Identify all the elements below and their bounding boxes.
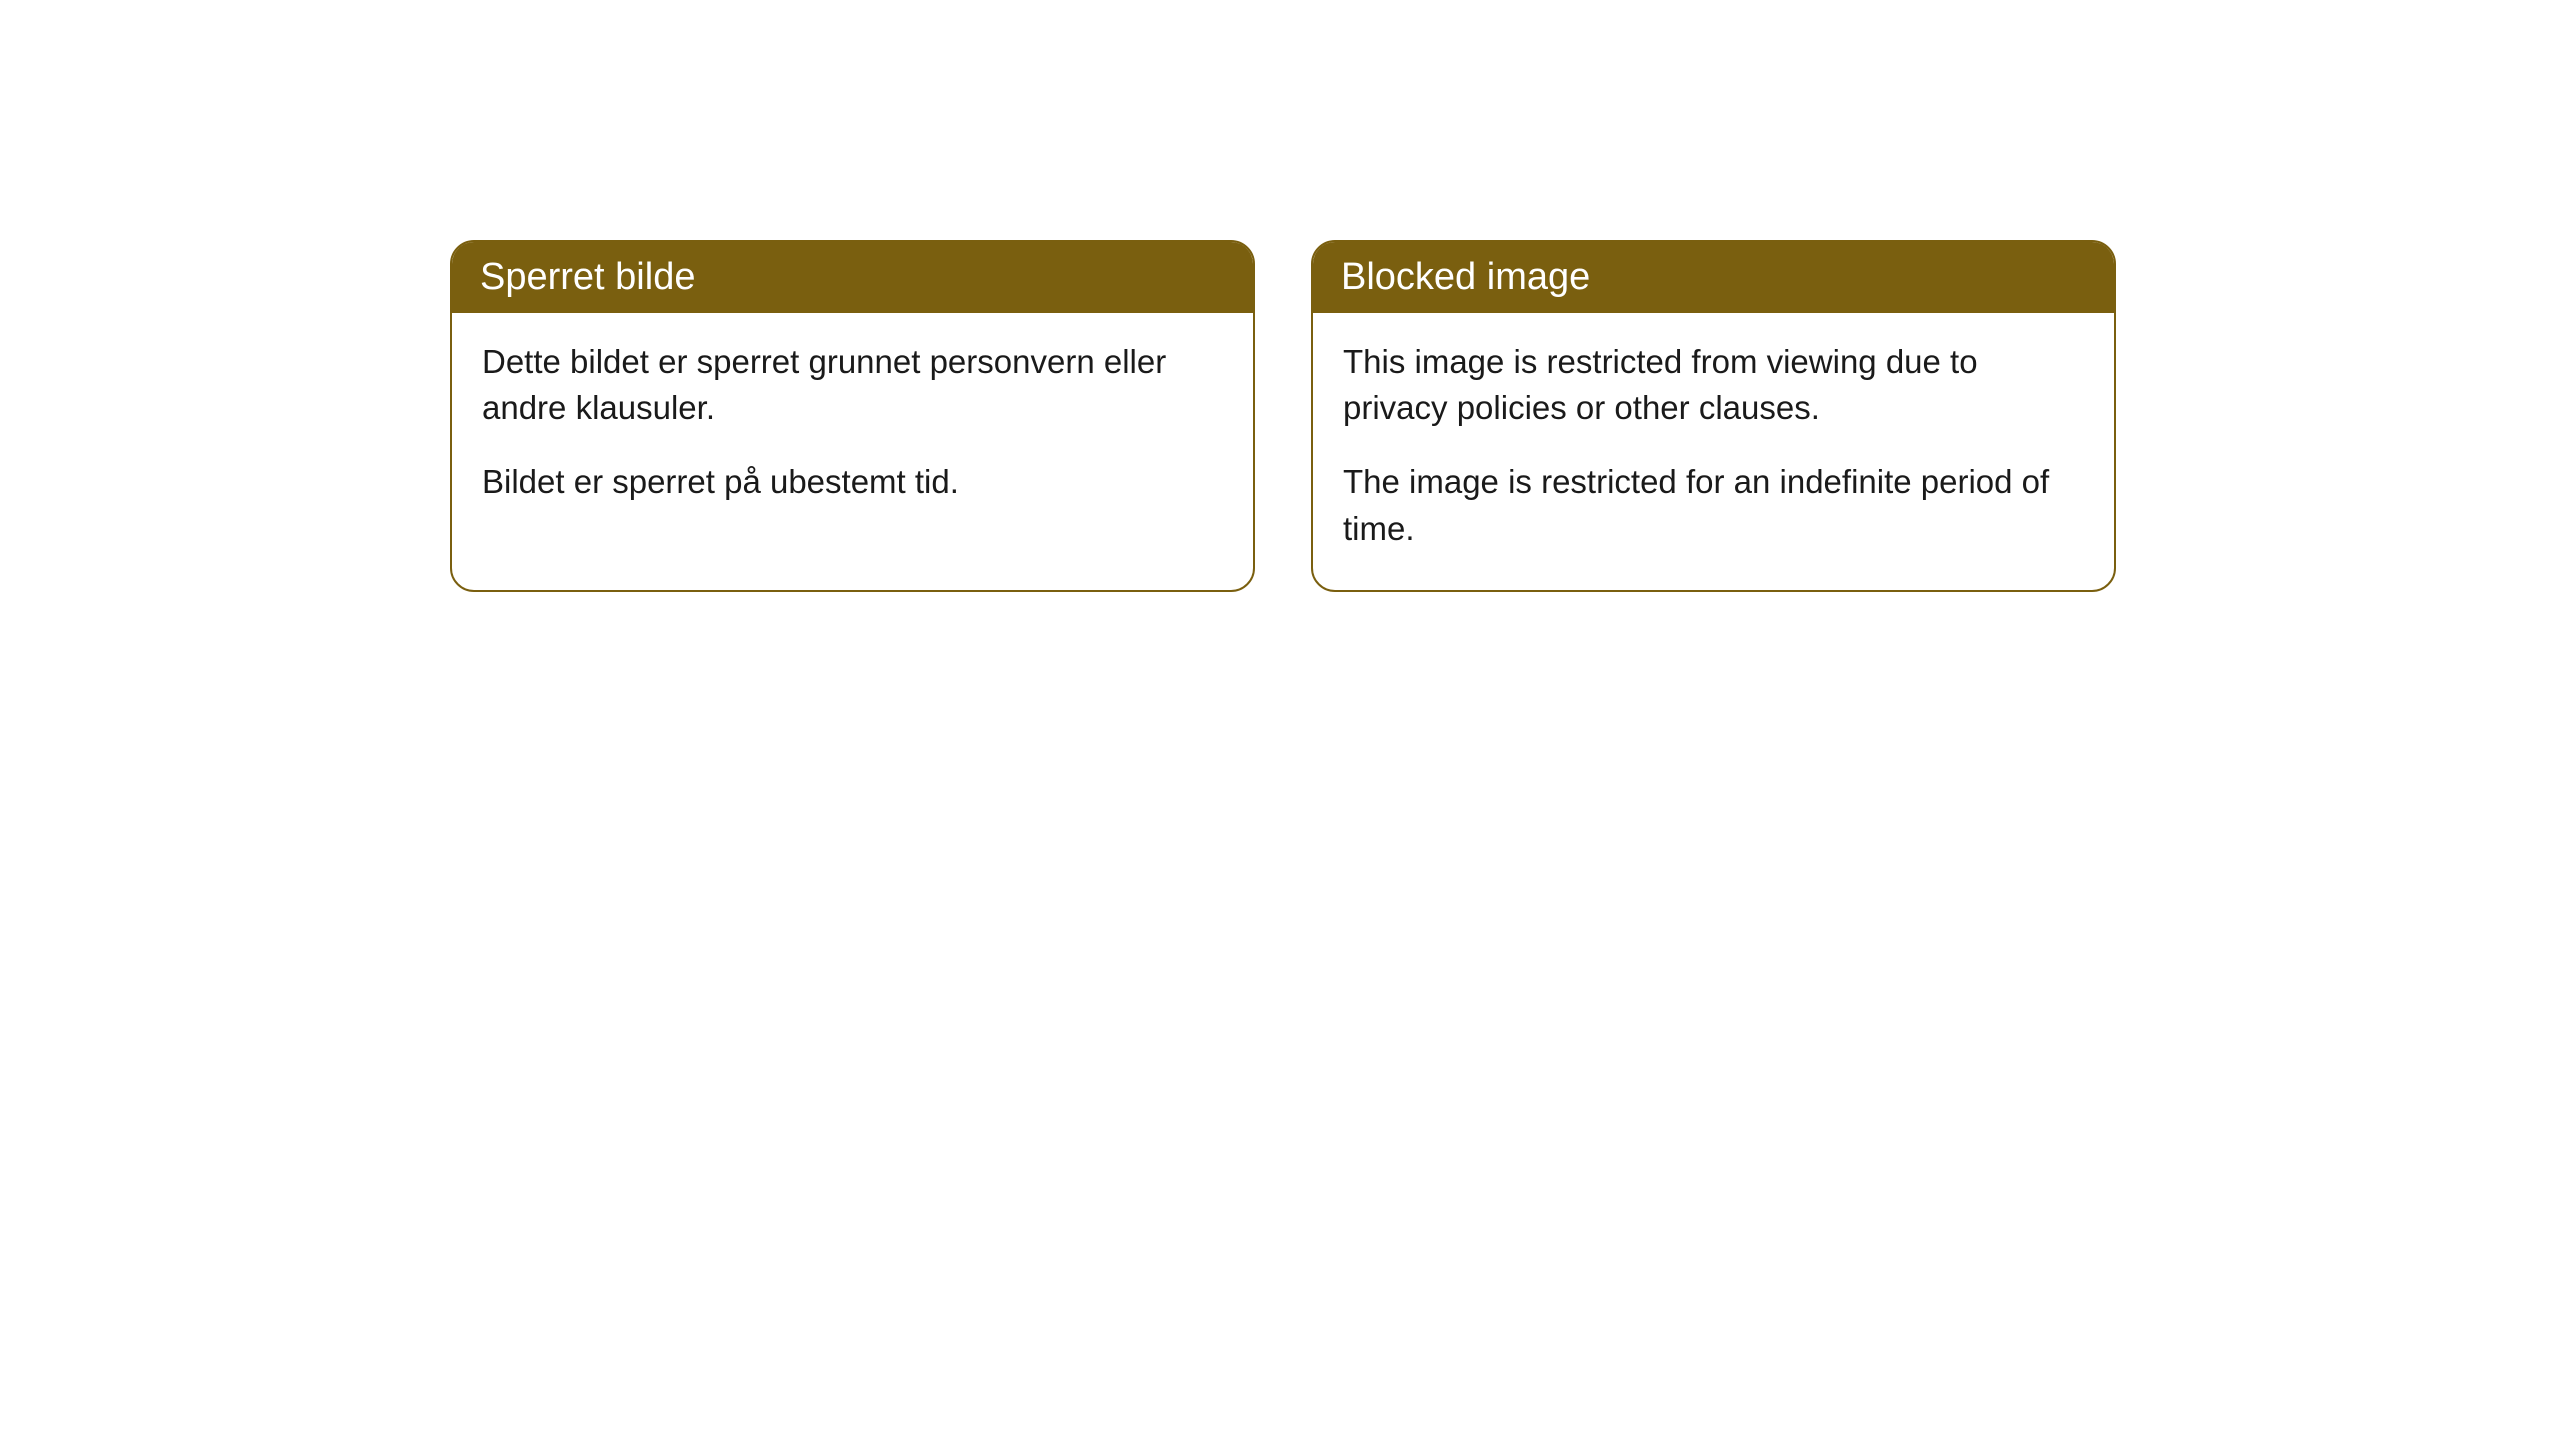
card-header-no: Sperret bilde <box>452 242 1253 313</box>
blocked-image-card-no: Sperret bilde Dette bildet er sperret gr… <box>450 240 1255 592</box>
card-header-en: Blocked image <box>1313 242 2114 313</box>
card-body-en: This image is restricted from viewing du… <box>1313 313 2114 590</box>
card-title-en: Blocked image <box>1341 256 1590 298</box>
card-title-no: Sperret bilde <box>480 256 695 298</box>
card-body-no: Dette bildet er sperret grunnet personve… <box>452 313 1253 544</box>
card-paragraph-2-en: The image is restricted for an indefinit… <box>1343 459 2084 551</box>
notice-cards-container: Sperret bilde Dette bildet er sperret gr… <box>0 0 2560 592</box>
card-paragraph-1-en: This image is restricted from viewing du… <box>1343 339 2084 431</box>
card-paragraph-2-no: Bildet er sperret på ubestemt tid. <box>482 459 1223 505</box>
card-paragraph-1-no: Dette bildet er sperret grunnet personve… <box>482 339 1223 431</box>
blocked-image-card-en: Blocked image This image is restricted f… <box>1311 240 2116 592</box>
